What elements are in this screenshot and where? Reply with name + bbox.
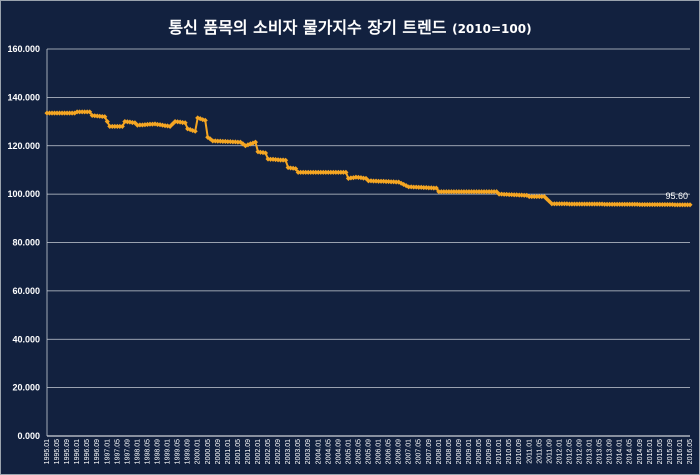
x-tick-label: 2009.05 bbox=[476, 439, 483, 464]
data-labels: 95.60 bbox=[665, 191, 688, 201]
data-point bbox=[283, 157, 289, 163]
x-tick-label: 1998.01 bbox=[134, 439, 141, 464]
x-tick-label: 2001.01 bbox=[225, 439, 232, 464]
x-tick-label: 2011.09 bbox=[546, 439, 553, 464]
y-tick-label: 60.000 bbox=[12, 286, 40, 296]
x-tick-label: 2007.01 bbox=[406, 439, 413, 464]
x-tick-label: 2008.01 bbox=[436, 439, 443, 464]
x-tick-label: 2004.09 bbox=[335, 439, 342, 464]
x-tick-label: 1999.09 bbox=[185, 439, 192, 464]
x-tick-label: 2008.05 bbox=[446, 439, 453, 464]
data-point bbox=[192, 128, 198, 134]
x-tick-label: 2003.01 bbox=[285, 439, 292, 464]
x-tick-label: 2005.01 bbox=[345, 439, 352, 464]
x-tick-label: 1999.05 bbox=[175, 439, 182, 464]
x-tick-label: 2007.09 bbox=[426, 439, 433, 464]
data-point bbox=[262, 150, 269, 156]
y-tick-label: 80.000 bbox=[12, 238, 40, 248]
y-tick-label: 0.000 bbox=[17, 431, 40, 441]
x-tick-label: 2006.05 bbox=[386, 439, 393, 464]
x-tick-label: 2016.01 bbox=[677, 439, 684, 464]
x-tick-label: 2015.09 bbox=[667, 439, 674, 464]
x-tick-label: 2015.05 bbox=[657, 439, 664, 464]
data-point bbox=[104, 119, 110, 125]
data-point bbox=[182, 120, 188, 126]
x-tick-label: 2016.05 bbox=[687, 439, 694, 464]
x-tick-label: 1996.05 bbox=[84, 439, 91, 464]
x-tick-label: 2006.01 bbox=[376, 439, 383, 464]
x-tick-label: 2011.01 bbox=[526, 439, 533, 464]
data-point bbox=[343, 169, 349, 175]
y-tick-label: 20.000 bbox=[12, 383, 40, 393]
x-tick-label: 2003.09 bbox=[305, 439, 312, 464]
y-tick-label: 120.000 bbox=[7, 141, 40, 151]
chart-title: 통신 품목의 소비자 물가지수 장기 트렌드 (2010=100) bbox=[0, 14, 700, 38]
x-tick-label: 2013.01 bbox=[587, 439, 594, 464]
x-tick-label: 2005.09 bbox=[366, 439, 373, 464]
data-point bbox=[119, 123, 125, 129]
x-tick-label: 2005.05 bbox=[355, 439, 362, 464]
x-tick-label: 2000.05 bbox=[205, 439, 212, 464]
x-tick-label: 1997.09 bbox=[124, 439, 131, 464]
x-tick-label: 2006.09 bbox=[396, 439, 403, 464]
chart-title-text: 통신 품목의 소비자 물가지수 장기 트렌드 bbox=[168, 18, 447, 37]
x-tick-label: 2013.09 bbox=[607, 439, 614, 464]
x-tick-label: 2008.09 bbox=[456, 439, 463, 464]
x-tick-label: 2009.01 bbox=[466, 439, 473, 464]
x-tick-label: 2002.01 bbox=[255, 439, 262, 464]
x-tick-label: 2001.05 bbox=[235, 439, 242, 464]
y-tick-label: 140.000 bbox=[7, 92, 40, 102]
y-tick-label: 160.000 bbox=[7, 44, 40, 54]
x-tick-label: 1997.05 bbox=[114, 439, 121, 464]
x-tick-label: 2009.09 bbox=[486, 439, 493, 464]
y-tick-label: 100.000 bbox=[7, 189, 40, 199]
y-axis-tick-labels: 0.000 20.000 40.000 60.000 80.000 100.000 120.… bbox=[7, 44, 40, 441]
x-tick-label: 2001.09 bbox=[245, 439, 252, 464]
x-tick-label: 2002.09 bbox=[275, 439, 282, 464]
x-tick-label: 2013.05 bbox=[597, 439, 604, 464]
x-tick-label: 1995.05 bbox=[54, 439, 61, 464]
series-line bbox=[44, 109, 693, 208]
x-tick-label: 2007.05 bbox=[416, 439, 423, 464]
x-tick-label: 1998.09 bbox=[155, 439, 162, 464]
x-tick-label: 2011.05 bbox=[536, 439, 543, 464]
x-tick-label: 1995.01 bbox=[44, 439, 51, 464]
data-point bbox=[433, 185, 439, 191]
x-tick-label: 2003.05 bbox=[295, 439, 302, 464]
x-tick-label: 1997.01 bbox=[104, 439, 111, 464]
gridlines bbox=[46, 48, 690, 437]
last-value-label: 95.60 bbox=[665, 191, 688, 201]
x-tick-label: 2004.01 bbox=[315, 439, 322, 464]
x-tick-label: 1996.09 bbox=[94, 439, 101, 464]
x-tick-label: 2000.01 bbox=[195, 439, 202, 464]
x-tick-label: 1999.01 bbox=[165, 439, 172, 464]
x-tick-label: 2010.09 bbox=[516, 439, 523, 464]
x-tick-label: 2014.09 bbox=[637, 439, 644, 464]
x-tick-label: 2015.01 bbox=[647, 439, 654, 464]
x-tick-label: 2010.01 bbox=[496, 439, 503, 464]
x-tick-label: 2004.05 bbox=[325, 439, 332, 464]
y-tick-label: 40.000 bbox=[12, 334, 40, 344]
x-tick-label: 1995.09 bbox=[64, 439, 71, 464]
x-tick-label: 2010.05 bbox=[506, 439, 513, 464]
x-tick-label: 2012.09 bbox=[576, 439, 583, 464]
x-tick-label: 1996.01 bbox=[74, 439, 81, 464]
data-point bbox=[252, 139, 259, 145]
x-tick-label: 2014.05 bbox=[627, 439, 634, 464]
x-axis-tick-labels: 1995.01 1995.05 1995.09 1996.01 1996.05 1996.… bbox=[44, 439, 694, 464]
x-tick-label: 1998.05 bbox=[144, 439, 151, 464]
x-tick-label: 2002.05 bbox=[265, 439, 272, 464]
x-tick-label: 2014.01 bbox=[617, 439, 624, 464]
x-tick-label: 2012.01 bbox=[556, 439, 563, 464]
x-tick-label: 2012.05 bbox=[566, 439, 573, 464]
x-tick-label: 2000.09 bbox=[215, 439, 222, 464]
chart-subtitle: (2010=100) bbox=[452, 22, 532, 36]
